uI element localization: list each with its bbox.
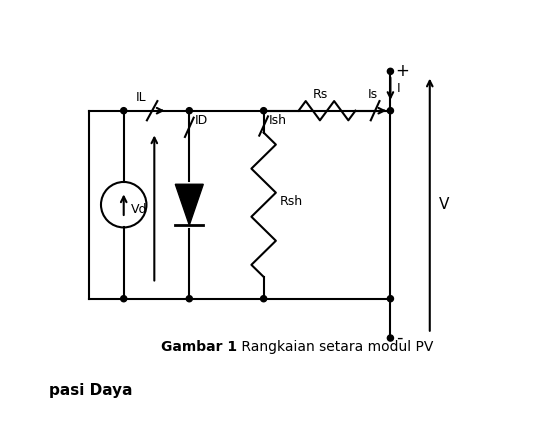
Text: -: -	[396, 329, 402, 347]
Circle shape	[186, 108, 192, 114]
Circle shape	[260, 296, 267, 302]
Text: Rs: Rs	[313, 88, 328, 101]
Text: Gambar 1: Gambar 1	[161, 340, 237, 354]
Text: V: V	[438, 197, 449, 212]
Circle shape	[388, 108, 393, 114]
Circle shape	[121, 108, 127, 114]
Text: Vd: Vd	[131, 203, 147, 216]
Text: +: +	[396, 62, 410, 81]
Text: pasi Daya: pasi Daya	[49, 383, 133, 398]
Circle shape	[260, 108, 267, 114]
Text: Ish: Ish	[269, 114, 287, 127]
Text: ID: ID	[195, 114, 208, 127]
Circle shape	[121, 296, 127, 302]
Circle shape	[388, 296, 393, 302]
Circle shape	[388, 68, 393, 74]
Circle shape	[186, 296, 192, 302]
Polygon shape	[175, 184, 203, 225]
Text: I: I	[397, 82, 400, 95]
Circle shape	[388, 335, 393, 341]
Text: IL: IL	[136, 91, 146, 104]
Text: Rangkaian setara modul PV: Rangkaian setara modul PV	[237, 340, 434, 354]
Text: Is: Is	[368, 88, 378, 102]
Text: Rsh: Rsh	[280, 194, 303, 208]
